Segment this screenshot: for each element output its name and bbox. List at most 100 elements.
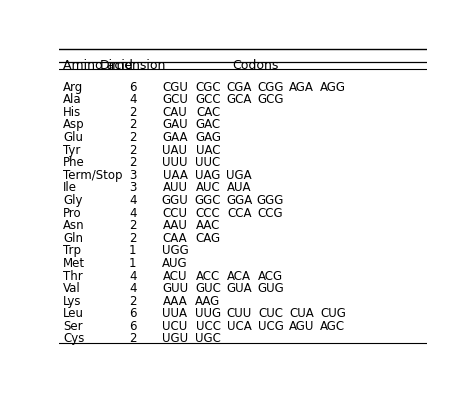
Text: 6: 6 [129,320,137,333]
Text: GGC: GGC [195,194,221,207]
Text: AUU: AUU [163,181,187,194]
Text: AGC: AGC [320,320,346,333]
Text: Met: Met [63,257,85,270]
Text: CGC: CGC [195,81,221,93]
Text: 2: 2 [129,118,137,132]
Text: GCG: GCG [257,93,284,106]
Text: AUG: AUG [162,257,188,270]
Text: 2: 2 [129,332,137,346]
Text: CUC: CUC [258,307,283,320]
Text: AAC: AAC [196,219,220,232]
Text: UAC: UAC [196,144,220,156]
Text: Gly: Gly [63,194,82,207]
Text: CGU: CGU [162,81,188,93]
Text: GCC: GCC [195,93,221,106]
Text: GUA: GUA [227,282,252,295]
Text: Lys: Lys [63,295,82,308]
Text: Thr: Thr [63,269,82,283]
Text: 2: 2 [129,156,137,169]
Text: Val: Val [63,282,81,295]
Text: UAU: UAU [163,144,187,156]
Text: 2: 2 [129,232,137,245]
Text: CGA: CGA [227,81,252,93]
Text: CCU: CCU [163,207,187,219]
Text: Codons: Codons [233,59,279,72]
Text: GAC: GAC [195,118,220,132]
Text: 4: 4 [129,282,137,295]
Text: UCC: UCC [196,320,220,333]
Text: Leu: Leu [63,307,84,320]
Text: UGC: UGC [195,332,221,346]
Text: GUG: GUG [257,282,284,295]
Text: Trp: Trp [63,244,81,257]
Text: ACG: ACG [258,269,283,283]
Text: GAG: GAG [195,131,221,144]
Text: GGU: GGU [162,194,188,207]
Text: GCU: GCU [162,93,188,106]
Text: CGG: CGG [257,81,284,93]
Text: CUU: CUU [227,307,252,320]
Text: UGG: UGG [162,244,188,257]
Text: 4: 4 [129,269,137,283]
Text: CCC: CCC [196,207,220,219]
Text: ACC: ACC [196,269,220,283]
Text: UCA: UCA [227,320,252,333]
Text: UUG: UUG [195,307,221,320]
Text: Asp: Asp [63,118,84,132]
Text: GGA: GGA [226,194,252,207]
Text: Dimension: Dimension [100,59,166,72]
Text: Term/Stop: Term/Stop [63,169,122,182]
Text: UCU: UCU [162,320,188,333]
Text: UUA: UUA [163,307,187,320]
Text: CUG: CUG [320,307,346,320]
Text: Asn: Asn [63,219,84,232]
Text: AGG: AGG [320,81,346,93]
Text: Phe: Phe [63,156,85,169]
Text: Ser: Ser [63,320,82,333]
Text: 2: 2 [129,295,137,308]
Text: AUC: AUC [196,181,220,194]
Text: 2: 2 [129,131,137,144]
Text: Tyr: Tyr [63,144,80,156]
Text: UUU: UUU [162,156,188,169]
Text: AAA: AAA [163,295,187,308]
Text: 2: 2 [129,144,137,156]
Text: Gln: Gln [63,232,83,245]
Text: CCA: CCA [227,207,252,219]
Text: ACU: ACU [163,269,187,283]
Text: ACA: ACA [227,269,251,283]
Text: Pro: Pro [63,207,82,219]
Text: 3: 3 [129,181,137,194]
Text: 3: 3 [129,169,137,182]
Text: UGU: UGU [162,332,188,346]
Text: 4: 4 [129,194,137,207]
Text: UAG: UAG [195,169,221,182]
Text: UAA: UAA [163,169,187,182]
Text: GGG: GGG [257,194,284,207]
Text: AAG: AAG [195,295,221,308]
Text: 4: 4 [129,93,137,106]
Text: 1: 1 [129,244,137,257]
Text: Glu: Glu [63,131,83,144]
Text: CAA: CAA [163,232,187,245]
Text: GUC: GUC [195,282,221,295]
Text: 2: 2 [129,219,137,232]
Text: AGU: AGU [289,320,314,333]
Text: AAU: AAU [163,219,187,232]
Text: GAU: GAU [162,118,188,132]
Text: UUC: UUC [195,156,221,169]
Text: 4: 4 [129,207,137,219]
Text: CAC: CAC [196,106,220,119]
Text: GUU: GUU [162,282,188,295]
Text: 6: 6 [129,307,137,320]
Text: CAU: CAU [163,106,187,119]
Text: AGA: AGA [289,81,314,93]
Text: GCA: GCA [227,93,252,106]
Text: Ile: Ile [63,181,77,194]
Text: CCG: CCG [258,207,283,219]
Text: CAG: CAG [195,232,220,245]
Text: Amino acid: Amino acid [63,59,133,72]
Text: 2: 2 [129,106,137,119]
Text: Cys: Cys [63,332,84,346]
Text: His: His [63,106,81,119]
